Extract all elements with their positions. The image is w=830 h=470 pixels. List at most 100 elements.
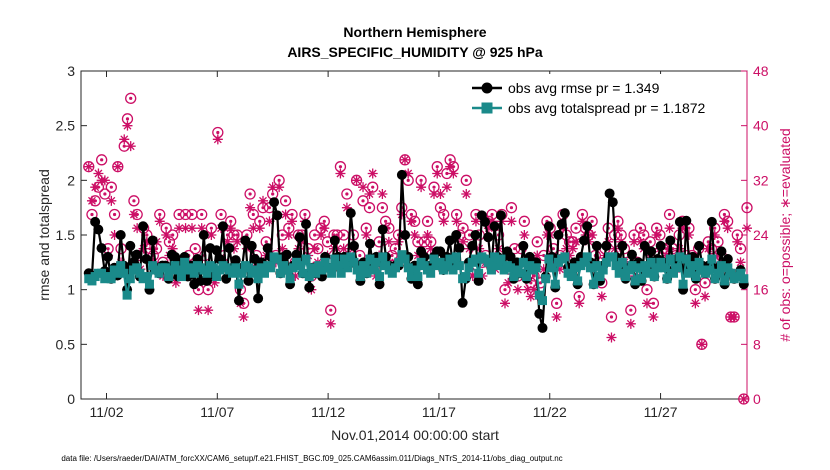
spread-point xyxy=(368,265,378,275)
obs-possible-dot xyxy=(703,281,707,285)
rmse-point xyxy=(198,230,209,240)
spread-point xyxy=(208,263,218,273)
obs-evaluated-point xyxy=(461,189,472,199)
obs-evaluated-point xyxy=(409,230,420,240)
obs-evaluated-point xyxy=(651,230,662,240)
obs-evaluated-point xyxy=(403,168,414,179)
obs-possible-dot xyxy=(393,247,397,251)
obs-possible-dot xyxy=(267,206,272,210)
y-tick-label: 2.5 xyxy=(56,118,76,134)
obs-evaluated-point xyxy=(570,236,581,247)
obs-evaluated-point xyxy=(383,236,394,247)
obs-possible-dot xyxy=(145,233,149,237)
obs-possible-point xyxy=(421,215,434,227)
chart-title: Northern Hemisphere xyxy=(343,24,486,40)
spread-point xyxy=(288,263,298,273)
spread-point xyxy=(119,268,129,278)
spread-point xyxy=(231,263,241,273)
rmse-point xyxy=(329,235,340,246)
obs-possible-dot xyxy=(100,158,104,162)
spread-point xyxy=(694,257,704,267)
obs-possible-point xyxy=(434,202,447,214)
obs-possible-dot xyxy=(619,233,623,237)
obs-possible-dot xyxy=(232,233,236,237)
obs-possible-point xyxy=(605,311,618,323)
rmse-point xyxy=(646,246,657,257)
spread-point xyxy=(320,257,330,267)
obs-possible-dot xyxy=(219,212,223,217)
obs-evaluated-point xyxy=(683,230,694,240)
rmse-point xyxy=(489,221,500,232)
spread-point xyxy=(343,263,353,273)
obs-possible-dot xyxy=(406,178,410,182)
rmse-point xyxy=(201,275,212,286)
obs-possible-dot xyxy=(200,212,204,217)
obs-possible-point xyxy=(363,202,376,214)
obs-possible-point xyxy=(505,202,518,214)
obs-evaluated-point xyxy=(735,257,746,268)
rmse-point xyxy=(479,216,490,227)
obs-evaluated-point xyxy=(128,209,139,220)
y-tick-label: 1 xyxy=(67,282,75,298)
rmse-point xyxy=(694,240,705,251)
spread-point xyxy=(189,268,199,278)
spread-point xyxy=(180,257,190,267)
rmse-point xyxy=(655,240,666,251)
obs-possible-dot xyxy=(390,253,394,258)
obs-possible-dot xyxy=(358,253,362,258)
obs-possible-point xyxy=(499,284,511,296)
obs-evaluated-point xyxy=(596,291,607,302)
obs-evaluated-point xyxy=(435,189,446,199)
obs-possible-point xyxy=(663,208,676,221)
obs-possible-dot xyxy=(303,212,307,217)
obs-evaluated-point xyxy=(280,209,291,220)
obs-possible-dot xyxy=(474,212,478,217)
rmse-point xyxy=(230,255,241,266)
obs-possible-dot xyxy=(432,185,436,189)
spread-point xyxy=(707,254,717,264)
obs-evaluated-point xyxy=(112,161,123,172)
obs-possible-point xyxy=(638,229,650,241)
spread-point xyxy=(630,276,640,286)
obs-possible-dot xyxy=(745,206,749,210)
rmse-point xyxy=(102,251,113,262)
spread-point xyxy=(410,265,420,275)
obs-evaluated-point xyxy=(222,236,233,247)
spread-point xyxy=(448,265,458,275)
spread-point xyxy=(116,261,126,271)
spread-point xyxy=(237,268,247,278)
spread-point xyxy=(186,263,196,273)
spread-point xyxy=(371,257,381,267)
spread-point xyxy=(723,263,733,273)
spread-point xyxy=(307,263,317,273)
obs-possible-dot xyxy=(361,199,365,203)
spread-point xyxy=(669,268,679,278)
obs-possible-dot xyxy=(609,315,614,319)
rmse-point xyxy=(304,282,315,293)
obs-possible-dot xyxy=(283,199,288,203)
rmse-point xyxy=(534,308,545,319)
obs-possible-dot xyxy=(206,288,210,292)
spread-point xyxy=(720,276,730,286)
x-tick-label: 11/12 xyxy=(311,404,345,420)
legend-rmse-label: obs avg rmse pr = 1.349 xyxy=(508,80,660,96)
spread-point xyxy=(474,268,484,278)
obs-evaluated-point xyxy=(564,250,575,261)
rmse-point xyxy=(262,243,273,254)
legend-box xyxy=(470,74,742,122)
spread-point xyxy=(113,268,123,278)
obs-evaluated-point xyxy=(174,223,185,234)
spread-point xyxy=(336,268,346,278)
y-tick-label: 0.5 xyxy=(56,336,76,352)
obs-possible-dot xyxy=(193,247,197,251)
obs-evaluated-point xyxy=(287,216,298,227)
obs-possible-point xyxy=(247,208,259,221)
obs-possible-point xyxy=(550,297,563,309)
obs-evaluated-point xyxy=(93,168,104,179)
spread-point xyxy=(234,279,244,289)
spread-point xyxy=(304,272,314,282)
obs-evaluated-point xyxy=(232,236,243,247)
obs-possible-dot xyxy=(454,212,459,217)
obs-possible-dot xyxy=(416,240,420,244)
obs-evaluated-point xyxy=(700,291,711,302)
